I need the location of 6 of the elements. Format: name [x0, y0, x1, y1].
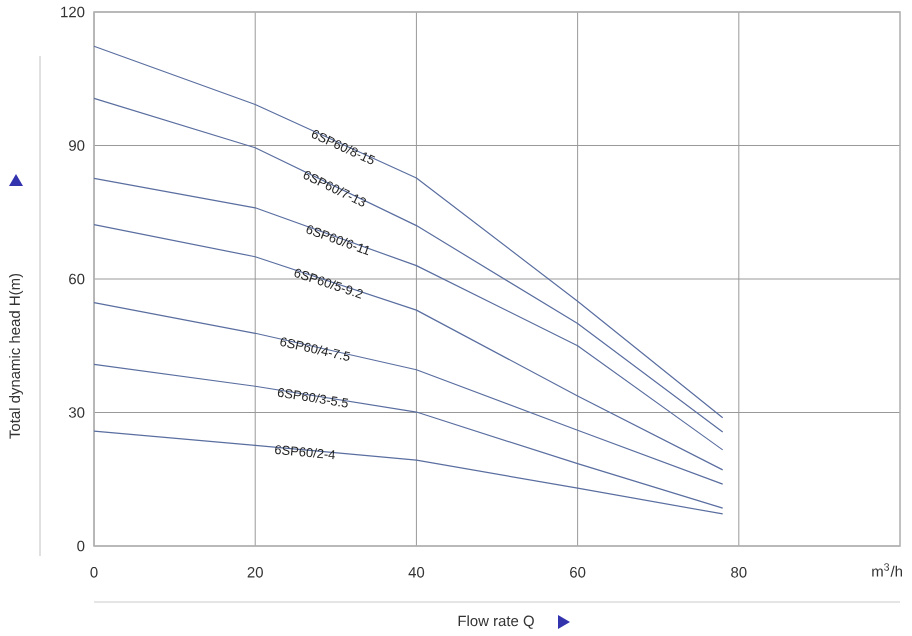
line-series	[93, 301, 724, 485]
line-series	[93, 224, 724, 471]
line-series	[93, 430, 724, 515]
line-series	[93, 363, 724, 509]
line-series	[93, 97, 724, 433]
line-series	[93, 45, 724, 419]
